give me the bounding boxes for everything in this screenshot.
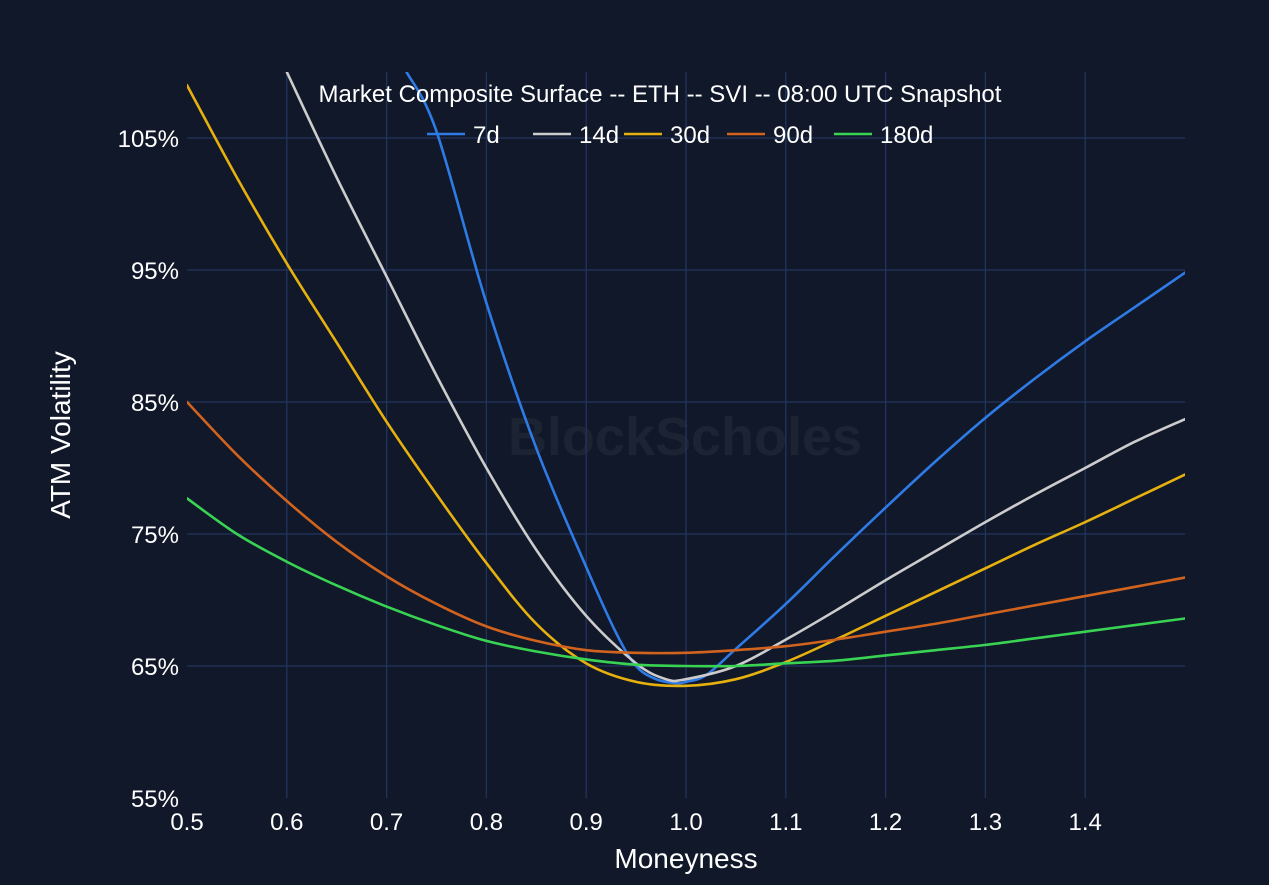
y-tick-label: 65% [131, 654, 179, 681]
legend-item-7d[interactable]: 7d [427, 122, 500, 149]
y-tick-label: 55% [131, 786, 179, 813]
series-lines [187, 72, 1185, 688]
x-tick-label: 1.0 [669, 809, 702, 836]
axes: 0.5 0.6 0.7 0.8 0.9 1.0 1.1 1.2 1.3 1.4 55% 65% 75% 8… [118, 126, 1102, 836]
x-tick-label: 0.6 [270, 809, 303, 836]
legend-item-90d[interactable]: 90d [727, 122, 813, 149]
series-line-90d [187, 400, 1185, 655]
legend-label: 14d [579, 122, 619, 149]
legend-item-14d[interactable]: 14d [533, 122, 619, 149]
legend-item-30d[interactable]: 30d [624, 122, 710, 149]
series-line-14d [285, 72, 1185, 683]
y-axis-title: ATM Volatility [45, 351, 76, 519]
x-tick-label: 1.3 [969, 809, 1002, 836]
y-tick-label: 75% [131, 522, 179, 549]
series-line-7d [405, 72, 1185, 685]
x-tick-label: 0.5 [170, 809, 203, 836]
x-tick-label: 1.4 [1069, 809, 1102, 836]
legend-item-180d[interactable]: 180d [834, 122, 933, 149]
legend-label: 7d [473, 122, 500, 149]
x-tick-label: 0.8 [470, 809, 503, 836]
x-axis-title: Moneyness [614, 843, 757, 874]
series-line-180d [187, 497, 1185, 668]
chart-title: Market Composite Surface -- ETH -- SVI -… [319, 81, 1002, 108]
watermark-text: BlockScholes [508, 407, 862, 467]
legend-label: 90d [773, 122, 813, 149]
legend-label: 180d [880, 122, 933, 149]
x-tick-label: 0.9 [570, 809, 603, 836]
y-tick-label: 105% [118, 126, 179, 153]
x-tick-label: 1.1 [769, 809, 802, 836]
legend[interactable]: 7d 14d 30d 90d 180d [427, 122, 933, 149]
x-tick-label: 1.2 [869, 809, 902, 836]
y-tick-label: 85% [131, 390, 179, 417]
y-tick-label: 95% [131, 258, 179, 285]
legend-label: 30d [670, 122, 710, 149]
series-line-30d [187, 83, 1185, 688]
x-tick-label: 0.7 [370, 809, 403, 836]
